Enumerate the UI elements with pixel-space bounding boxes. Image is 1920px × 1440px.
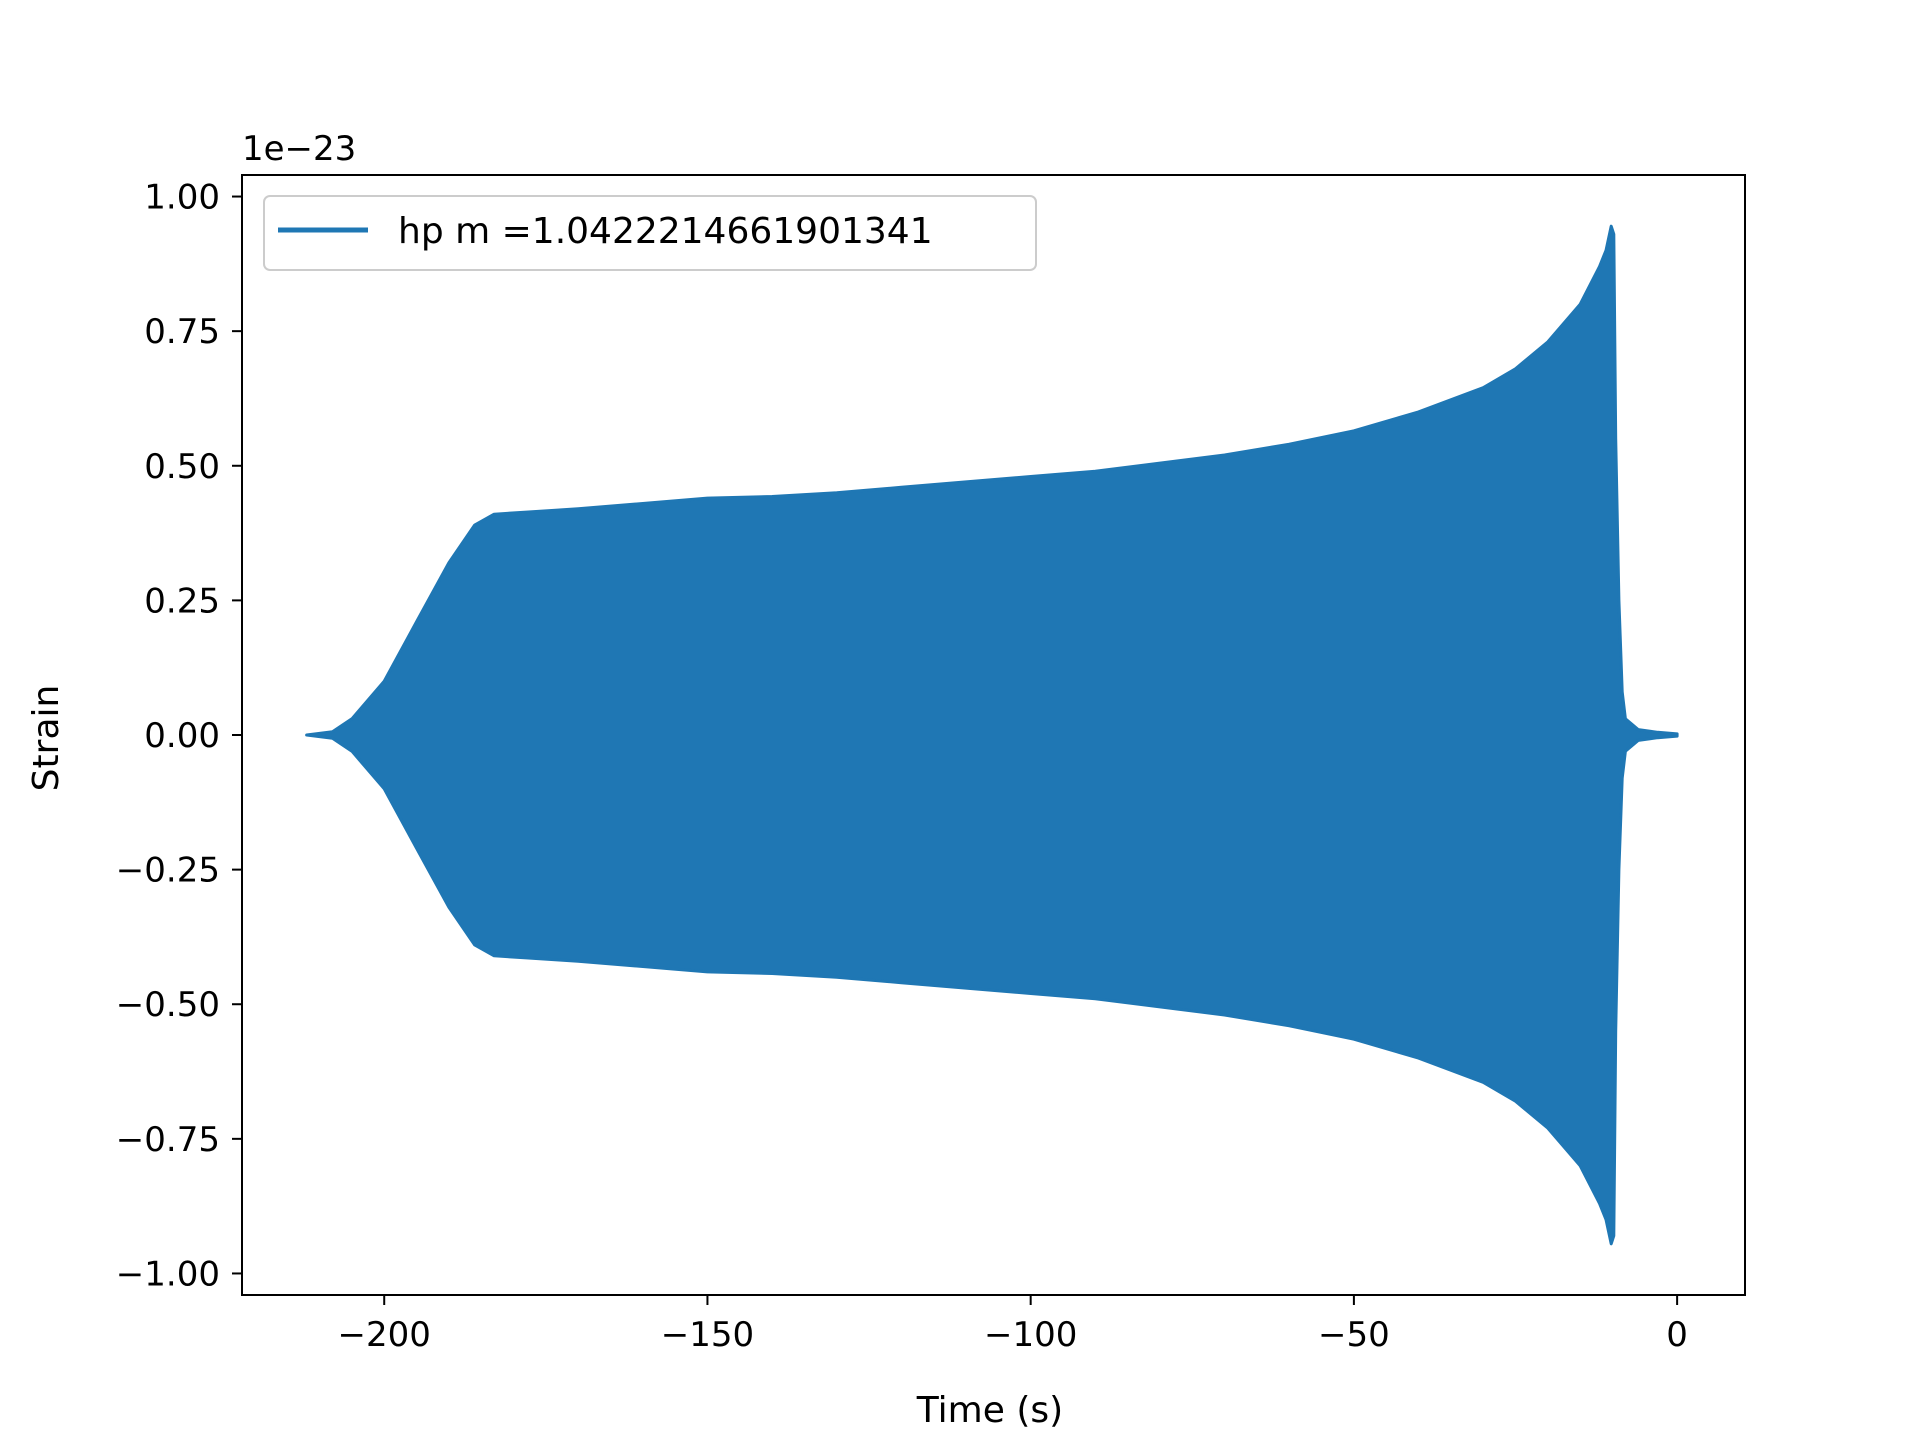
legend-label: hp m =1.0422214661901341 — [398, 211, 933, 252]
x-tick-label: −100 — [984, 1315, 1077, 1355]
legend-box — [263, 195, 1037, 271]
y-tick-label: −0.75 — [116, 1120, 220, 1160]
x-axis-label: Time (s) — [916, 1390, 1063, 1431]
x-tick-label: −50 — [1318, 1315, 1390, 1355]
y-tick-label: 0.50 — [144, 447, 220, 487]
axes: −200 −150 −100 −50 0 1.00 0.75 0.50 0.25 0.00 −0.2… — [116, 174, 1746, 1355]
y-axis-offset-label: 1e−23 — [242, 129, 356, 169]
y-tick-label: −0.50 — [116, 985, 220, 1025]
legend: hp m =1.0422214661901341 — [263, 195, 1037, 271]
y-tick-label: 1.00 — [144, 178, 220, 218]
x-tick-label: 0 — [1666, 1315, 1688, 1355]
series-waveform-area — [305, 224, 1679, 1246]
x-tick-label: −150 — [661, 1315, 754, 1355]
y-axis-label: Strain — [26, 685, 67, 792]
y-tick-label: 0.25 — [144, 581, 220, 621]
y-tick-label: −1.00 — [116, 1254, 220, 1294]
y-tick-label: 0.75 — [144, 312, 220, 352]
plot-area — [305, 224, 1679, 1246]
y-tick-label: 0.00 — [144, 716, 220, 756]
y-tick-label: −0.25 — [116, 851, 220, 891]
x-tick-label: −200 — [338, 1315, 431, 1355]
